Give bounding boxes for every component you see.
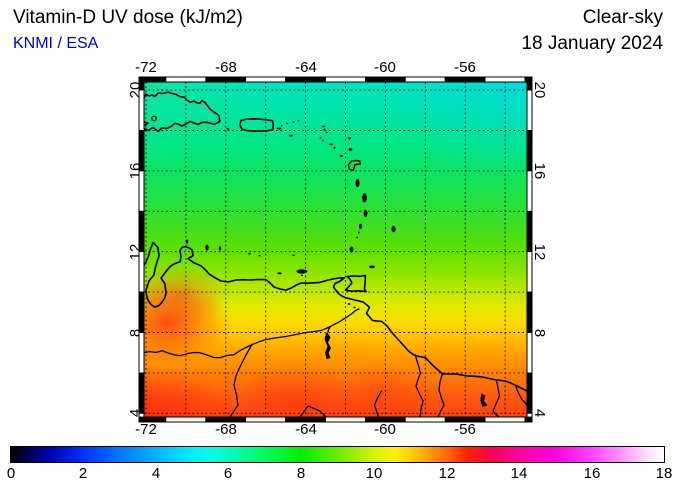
- island-virgins: [285, 122, 289, 125]
- island-la-tortuga: [277, 272, 282, 275]
- colorbar-tick: 14: [510, 465, 528, 482]
- colorbar-tick: 0: [6, 465, 16, 482]
- island-aruba: [185, 239, 189, 244]
- lon-tick-bottom: -64: [295, 421, 317, 438]
- island-grenada: [349, 246, 354, 253]
- colorbar-tick: 8: [296, 465, 306, 482]
- rivers: [143, 308, 528, 418]
- coastlines: [143, 91, 528, 392]
- map-overlay: [138, 76, 533, 423]
- lat-tick-right: 20: [531, 81, 548, 99]
- river-orinoco-upper: [229, 343, 253, 418]
- coastline-trinidad: [344, 274, 367, 293]
- lon-tick-top: -60: [374, 59, 396, 76]
- colorbar-gradient: [10, 446, 665, 463]
- island-los-roques: [248, 252, 251, 255]
- lon-tick-bottom: -56: [454, 421, 476, 438]
- island-st-croix: [289, 134, 293, 137]
- coastline-hispaniola: [143, 91, 221, 133]
- river-orinoco-lower: [251, 308, 360, 346]
- guri-reservoir: [324, 332, 331, 359]
- river-brazil: [299, 405, 327, 418]
- lat-tick-right: 12: [531, 243, 548, 261]
- colorbar-tick: 10: [365, 465, 383, 482]
- island-anguilla: [321, 125, 326, 128]
- colorbar-tick: 16: [583, 465, 601, 482]
- colorbar-tick: 2: [78, 465, 88, 482]
- brokopondo-reservoir: [480, 393, 488, 407]
- reservoirs: [324, 332, 488, 407]
- island-antigua: [348, 148, 353, 151]
- lon-tick-top: -64: [295, 59, 317, 76]
- source-label: KNMI / ESA: [13, 35, 99, 52]
- lon-tick-top: -72: [135, 59, 157, 76]
- lat-tick-right: 16: [531, 162, 548, 180]
- river-caroni: [327, 325, 332, 333]
- date-label: 18 January 2024: [521, 33, 663, 54]
- colorbar-tick: 12: [438, 465, 456, 482]
- lon-tick-top: -56: [454, 59, 476, 76]
- island-vieques: [276, 127, 282, 130]
- coastline-guadeloupe: [347, 159, 362, 171]
- island-st-vincent: [359, 223, 362, 230]
- lat-tick-right: 8: [531, 328, 548, 338]
- island-st-kitts: [329, 143, 333, 146]
- condition-label: Clear-sky: [582, 7, 663, 28]
- island-bonaire: [218, 246, 222, 251]
- page-title: Vitamin-D UV dose (kJ/m2): [13, 7, 243, 28]
- lat-tick-right: 4: [531, 408, 548, 418]
- coastline-south-america: [143, 241, 528, 392]
- river-branco: [373, 390, 383, 418]
- island-dominica: [355, 178, 360, 188]
- island-martinique: [362, 193, 367, 203]
- lon-tick-top: -68: [215, 59, 237, 76]
- colorbar-tick: 4: [151, 465, 161, 482]
- small-islands: [160, 89, 396, 309]
- island-barbuda: [347, 137, 352, 140]
- island-mona: [226, 127, 230, 130]
- island-curacao: [205, 244, 209, 251]
- river-oyapock: [514, 384, 528, 407]
- river-essequibo: [414, 355, 424, 418]
- island-st-lucia: [363, 209, 368, 217]
- colorbar-tick: 18: [655, 465, 673, 482]
- graticule: [144, 82, 527, 417]
- island-montserrat: [340, 154, 343, 158]
- island-margarita: [296, 269, 308, 274]
- delta-islet: [347, 303, 351, 305]
- lon-tick-bottom: -60: [374, 421, 396, 438]
- river-courantyne: [437, 373, 445, 418]
- river-apure: [143, 343, 253, 359]
- river-maroni: [492, 379, 501, 418]
- lon-tick-bottom: -72: [135, 421, 157, 438]
- lon-tick-bottom: -68: [215, 421, 237, 438]
- colorbar-tick: 6: [223, 465, 233, 482]
- coastline-haiti-claw: [143, 121, 149, 126]
- lake-enriquillo: [151, 115, 157, 122]
- coastline-puerto-rico: [239, 118, 275, 132]
- map-frame: [138, 76, 533, 423]
- island-barbados: [391, 225, 396, 233]
- island-tobago: [369, 265, 375, 269]
